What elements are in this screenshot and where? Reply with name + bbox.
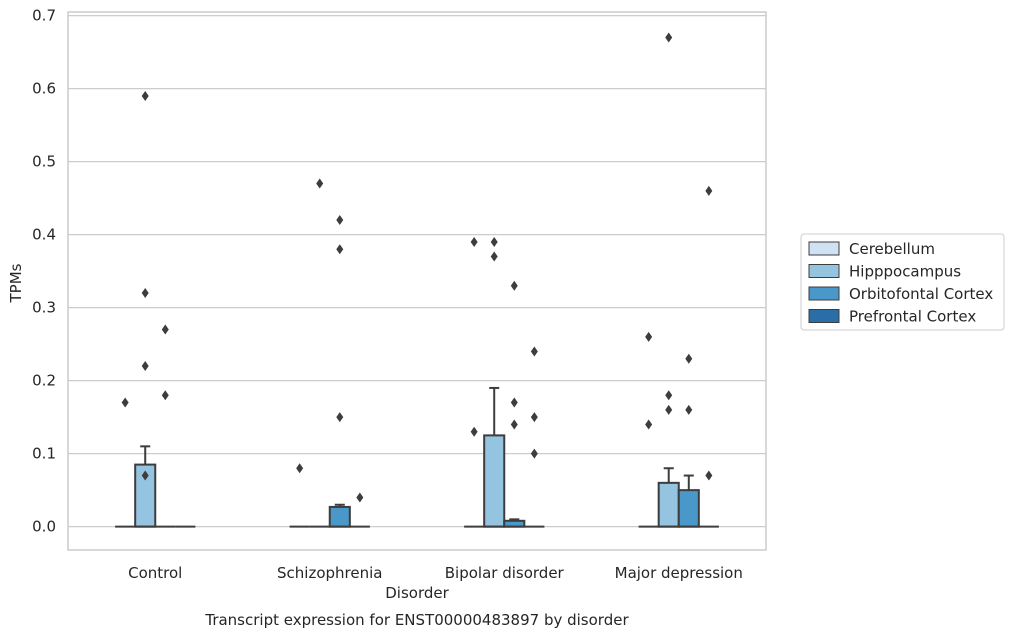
legend-swatch — [808, 241, 840, 256]
gridlines — [68, 15, 766, 528]
y-tick-label: 0.6 — [32, 80, 56, 98]
legend-label: Prefrontal Cortex — [849, 308, 976, 326]
outlier-point — [141, 361, 149, 372]
y-axis-label: TPMs — [7, 263, 25, 303]
x-axis-label: Disorder — [385, 584, 449, 602]
outlier-point — [490, 236, 498, 247]
box-hipppocampus — [134, 445, 157, 528]
outlier-point — [530, 448, 538, 459]
outlier-point — [161, 324, 169, 335]
outlier-point — [705, 185, 713, 196]
outlier-point — [510, 419, 518, 430]
y-tick-label: 0.0 — [32, 518, 56, 536]
chart-caption: Transcript expression for ENST0000048389… — [204, 611, 629, 629]
outlier-point — [645, 419, 653, 430]
outlier-point — [470, 236, 478, 247]
box-body — [483, 434, 506, 528]
outlier-point — [705, 470, 713, 481]
y-tick-label: 0.3 — [32, 299, 56, 317]
outlier-point — [510, 280, 518, 291]
outlier-point — [121, 397, 129, 408]
box-hipppocampus — [483, 386, 506, 528]
box-hipppocampus — [657, 467, 680, 528]
legend-swatch — [808, 309, 840, 323]
outlier-point — [336, 412, 344, 423]
y-tick-label: 0.7 — [32, 7, 56, 25]
y-tick-label: 0.4 — [32, 226, 56, 244]
outlier-point — [665, 404, 673, 415]
y-tick-label: 0.2 — [32, 372, 56, 390]
legend-label: Cerebellum — [849, 240, 935, 258]
legend-swatch — [808, 286, 840, 301]
outlier-point — [336, 244, 344, 255]
box-orbitofontal-cortex — [328, 503, 351, 528]
outlier-point — [161, 390, 169, 401]
legend: Cerebellum Hipppocampus Orbitofontal Corte… — [800, 233, 1005, 331]
box-body — [657, 481, 680, 528]
y-tick-labels: 0.0 0.1 0.2 0.3 0.4 0.5 0.6 0.7 — [32, 7, 56, 536]
outlier-points — [121, 32, 713, 503]
outlier-point — [530, 412, 538, 423]
outlier-point — [665, 32, 673, 43]
plot-frame — [67, 11, 767, 551]
outlier-point — [470, 426, 478, 437]
y-tick-label: 0.1 — [32, 445, 56, 463]
outlier-point — [356, 492, 364, 503]
outlier-point — [141, 90, 149, 101]
legend-label: Orbitofontal Cortex — [849, 285, 993, 303]
outlier-point — [665, 390, 673, 401]
box-groups — [115, 386, 719, 528]
outlier-point — [141, 470, 149, 481]
outlier-point — [685, 404, 693, 415]
legend-label: Hipppocampus — [849, 263, 961, 281]
legend-swatch — [808, 264, 840, 278]
outlier-point — [141, 288, 149, 299]
x-tick-label: Control — [128, 564, 182, 582]
legend-frame — [800, 233, 1005, 331]
outlier-point — [490, 251, 498, 262]
box-orbitofontal-cortex — [677, 474, 700, 528]
box-orbitofontal-cortex — [503, 518, 526, 528]
box-body — [677, 489, 700, 528]
x-tick-labels: Control Schizophrenia Bipolar disorder Majo… — [128, 564, 743, 582]
x-tick-label: Schizophrenia — [277, 564, 382, 582]
box-body — [328, 505, 351, 528]
x-tick-label: Bipolar disorder — [445, 564, 565, 582]
outlier-point — [645, 331, 653, 342]
outlier-point — [316, 178, 324, 189]
y-tick-label: 0.5 — [32, 153, 56, 171]
outlier-point — [530, 346, 538, 357]
outlier-point — [685, 353, 693, 364]
outlier-point — [510, 397, 518, 408]
outlier-point — [296, 463, 304, 474]
outlier-point — [336, 215, 344, 226]
x-tick-label: Major depression — [615, 564, 743, 582]
